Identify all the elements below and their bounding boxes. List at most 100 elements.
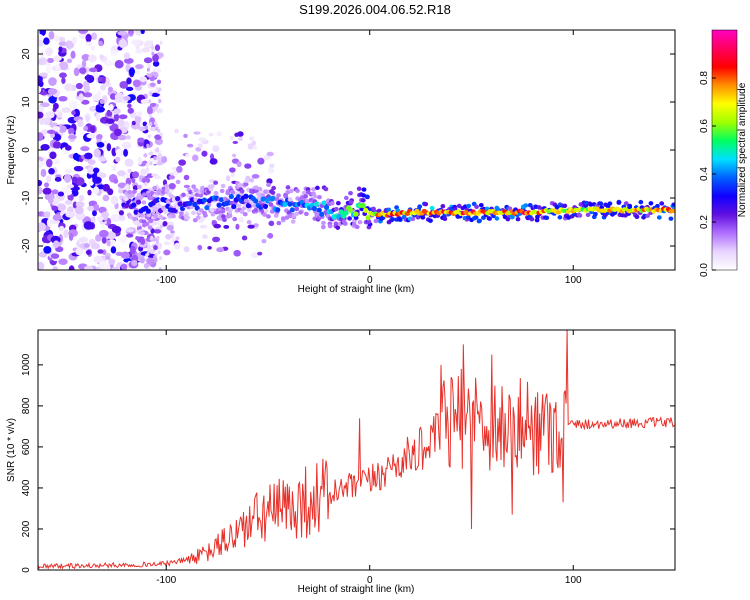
- noise-blob: [81, 99, 90, 105]
- ridge-halo: [494, 216, 500, 221]
- ridge-core: [187, 200, 193, 206]
- ridge-halo: [373, 218, 379, 224]
- ridge-halo: [127, 190, 133, 195]
- noise-blob: [112, 164, 117, 172]
- noise-blob: [73, 165, 84, 172]
- noise-blob: [106, 110, 113, 117]
- ridge-halo: [220, 183, 226, 189]
- noise-blob: [163, 241, 171, 246]
- noise-blob: [151, 173, 158, 177]
- noise-blob: [57, 203, 67, 212]
- ridge-halo: [164, 183, 170, 189]
- ridge-halo: [207, 184, 213, 189]
- ridge-core: [316, 207, 322, 213]
- noise-blob: [97, 76, 103, 83]
- noise-blob: [211, 219, 217, 226]
- ridge-halo: [230, 190, 236, 195]
- noise-blob: [102, 183, 111, 192]
- noise-blob: [101, 236, 107, 244]
- noise-blob: [72, 152, 80, 161]
- noise-blob: [142, 121, 148, 127]
- ridge-halo: [557, 215, 563, 220]
- ridge-halo: [423, 201, 429, 207]
- noise-blob: [149, 91, 153, 96]
- noise-blob: [241, 235, 248, 241]
- noise-blob: [67, 184, 75, 189]
- noise-blob: [44, 194, 51, 200]
- ridge-halo: [295, 188, 300, 193]
- noise-blob: [144, 181, 148, 186]
- noise-blob: [141, 177, 151, 184]
- x-tick-label: -100: [156, 275, 176, 286]
- noise-blob: [113, 128, 122, 137]
- ridge-core: [175, 196, 181, 202]
- noise-blob: [51, 189, 59, 195]
- noise-blob: [87, 189, 92, 196]
- noise-blob: [115, 156, 121, 163]
- noise-blob: [244, 163, 252, 169]
- noise-blob: [86, 133, 97, 139]
- ridge-core: [282, 201, 288, 207]
- ridge-halo: [136, 184, 142, 190]
- ridge-halo: [193, 197, 199, 202]
- noise-blob: [223, 224, 230, 229]
- ridge-halo: [246, 219, 252, 225]
- noise-blob: [146, 106, 153, 115]
- noise-blob: [183, 184, 191, 189]
- noise-blob: [192, 154, 199, 162]
- noise-blob: [105, 118, 115, 124]
- ridge-halo: [203, 213, 208, 218]
- noise-blob: [111, 266, 120, 270]
- noise-blob: [78, 194, 85, 202]
- noise-blob: [131, 260, 138, 267]
- noise-blob: [80, 146, 90, 152]
- ridge-core: [314, 201, 320, 207]
- noise-blob: [98, 206, 107, 214]
- ridge-halo: [333, 206, 339, 212]
- noise-blob: [85, 41, 93, 46]
- noise-blob: [110, 195, 119, 205]
- ridge-halo: [132, 189, 137, 194]
- noise-blob: [213, 223, 222, 229]
- ridge-halo: [486, 216, 492, 221]
- ridge-halo: [268, 202, 274, 207]
- ridge-halo: [246, 207, 252, 213]
- ridge-core: [118, 210, 125, 216]
- snr-x-axis: -100 0 100: [156, 330, 582, 586]
- noise-blob: [145, 125, 149, 130]
- noise-blob: [135, 235, 140, 241]
- noise-blob: [139, 76, 148, 82]
- noise-blob: [52, 125, 61, 132]
- noise-blob: [126, 77, 132, 85]
- noise-blob: [141, 47, 150, 53]
- ridge-halo: [465, 215, 471, 220]
- noise-blob: [38, 179, 43, 187]
- noise-blob: [40, 168, 47, 178]
- ridge-halo: [227, 209, 233, 215]
- noise-blob: [93, 186, 100, 195]
- figure-title: S199.2026.004.06.52.R18: [299, 2, 451, 17]
- noise-blob: [159, 255, 163, 260]
- noise-blob: [149, 161, 153, 166]
- noise-blob: [106, 143, 112, 152]
- noise-blob: [72, 201, 78, 209]
- noise-blob: [85, 115, 90, 123]
- ridge-halo: [354, 224, 360, 230]
- noise-blob: [113, 112, 120, 122]
- ridge-halo: [351, 222, 357, 227]
- noise-blob: [113, 108, 121, 115]
- noise-blob: [38, 186, 43, 195]
- ridge-core: [204, 205, 210, 211]
- noise-blob: [212, 236, 221, 243]
- ridge-halo: [146, 212, 152, 218]
- noise-blob: [146, 167, 150, 172]
- ridge-halo: [210, 212, 216, 217]
- noise-blob: [90, 242, 100, 250]
- ridge-halo: [312, 194, 318, 199]
- ridge-halo: [148, 195, 154, 201]
- noise-blob: [257, 251, 263, 256]
- ridge-halo: [420, 215, 426, 220]
- snr-y-label: SNR (10 * v/v): [6, 418, 17, 482]
- ridge-core: [360, 202, 366, 209]
- ridge-halo: [191, 210, 196, 216]
